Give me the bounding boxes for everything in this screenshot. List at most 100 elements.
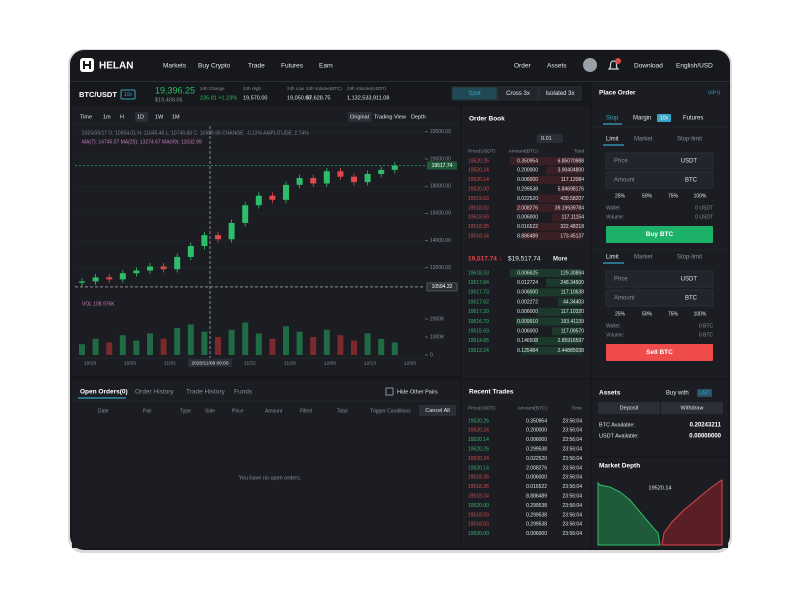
book-amount: 0.299538 bbox=[517, 187, 538, 193]
orders-tab[interactable]: Open Orders(0) bbox=[80, 389, 128, 396]
stat-value: 19,570.00 bbox=[243, 95, 267, 101]
percent[interactable]: 100% bbox=[694, 311, 707, 317]
volume-bar bbox=[269, 338, 276, 355]
percent[interactable]: 25% bbox=[615, 193, 626, 199]
trade-time: 23:56:04 bbox=[563, 428, 583, 434]
order-type[interactable]: Market bbox=[634, 255, 653, 261]
mode-label[interactable]: Spot bbox=[468, 91, 481, 97]
book-price: 19514.65 bbox=[468, 338, 489, 344]
nav-link[interactable]: Assets bbox=[547, 63, 567, 70]
nav-link[interactable]: Buy Crypto bbox=[198, 63, 231, 70]
nav-link[interactable]: Trade bbox=[248, 63, 265, 70]
asset-button[interactable] bbox=[661, 402, 723, 414]
orders-tab[interactable]: Order History bbox=[135, 389, 174, 396]
nav-link[interactable]: Earn bbox=[319, 63, 333, 70]
order-type[interactable]: Market bbox=[634, 137, 653, 143]
volume-bar bbox=[364, 333, 371, 355]
order-tab[interactable]: Margin bbox=[633, 116, 651, 122]
mode-button[interactable] bbox=[497, 86, 539, 101]
candle-body bbox=[187, 246, 194, 257]
stat-label: 24h Change bbox=[200, 86, 225, 91]
book-total: 6.85070988 bbox=[558, 158, 585, 164]
book-total: 5.84698176 bbox=[558, 187, 585, 193]
trade-amount: 0.016522 bbox=[526, 484, 547, 490]
vip: VIP 0 bbox=[708, 90, 720, 96]
book-amount: 0.009910 bbox=[517, 319, 538, 325]
step-select[interactable] bbox=[537, 134, 563, 143]
view[interactable]: Depth bbox=[411, 114, 426, 120]
volume-bar bbox=[228, 329, 235, 355]
submit-label[interactable]: Sell BTC bbox=[646, 349, 673, 356]
order-type[interactable]: Stop-limit bbox=[677, 255, 702, 261]
stat-value: 57,628.75 bbox=[306, 95, 330, 101]
depth-bar bbox=[537, 194, 582, 203]
mode-label[interactable]: Isolated 3x bbox=[545, 91, 574, 97]
cancel-all-label[interactable]: Cancel All bbox=[425, 408, 449, 414]
view[interactable]: Original bbox=[350, 114, 369, 120]
mode-label[interactable]: Cross 3x bbox=[506, 91, 530, 97]
interval[interactable]: 1D bbox=[137, 114, 144, 120]
percent[interactable]: 50% bbox=[642, 193, 653, 199]
amount-input[interactable] bbox=[605, 171, 714, 189]
stat-label: 24h Low bbox=[287, 86, 305, 91]
avatar[interactable] bbox=[583, 58, 597, 72]
book-amount: 0.146508 bbox=[517, 338, 538, 344]
mode-button[interactable] bbox=[538, 86, 582, 101]
nav-link[interactable]: English/USD bbox=[676, 63, 713, 70]
nav-link[interactable]: Download bbox=[634, 63, 663, 70]
view[interactable]: Trading View bbox=[374, 114, 406, 120]
column-header: Amount(BTC) bbox=[518, 405, 548, 411]
interval[interactable]: Time bbox=[80, 114, 92, 120]
bell-icon[interactable] bbox=[607, 60, 620, 70]
nav-link[interactable]: Futures bbox=[281, 63, 304, 70]
stat-label: 24h High bbox=[243, 86, 262, 91]
amount-input[interactable] bbox=[605, 289, 714, 307]
trade-price: 19518.34 bbox=[468, 494, 489, 500]
interval[interactable]: H bbox=[120, 114, 124, 120]
price-input[interactable] bbox=[605, 270, 714, 288]
orders-tab[interactable]: Funds bbox=[234, 389, 253, 396]
price-unit: USDT bbox=[681, 159, 698, 165]
depth-bar bbox=[534, 336, 582, 345]
column-header: Price(USDT) bbox=[468, 405, 496, 411]
trade-amount: 0.299538 bbox=[526, 522, 547, 528]
percent[interactable]: 75% bbox=[668, 311, 679, 317]
interval[interactable]: 1M bbox=[172, 114, 180, 120]
percent[interactable]: 75% bbox=[668, 193, 679, 199]
book-price: 19518.35 bbox=[468, 224, 489, 230]
nav-link[interactable]: Markets bbox=[163, 63, 187, 70]
asset-button-label[interactable]: Withdraw bbox=[681, 405, 704, 411]
order-tab[interactable]: Stop bbox=[606, 116, 619, 122]
interval[interactable]: 1m bbox=[103, 114, 111, 120]
interval[interactable]: 1W bbox=[155, 114, 164, 120]
nav-link[interactable]: Order bbox=[514, 63, 531, 70]
book-amount: 0.350954 bbox=[517, 158, 538, 164]
more-link[interactable]: More bbox=[553, 257, 568, 263]
checkbox[interactable] bbox=[385, 387, 394, 396]
book-total: 2.44885038 bbox=[558, 348, 585, 354]
book-amount: 8.886489 bbox=[517, 234, 538, 240]
asset-button[interactable] bbox=[598, 402, 660, 414]
step[interactable]: 0.01 bbox=[541, 136, 552, 142]
asset-button-label[interactable]: Deposit bbox=[620, 405, 639, 411]
book-amount: 0.006000 bbox=[517, 215, 538, 221]
leverage-badge bbox=[120, 89, 136, 100]
order-tab[interactable]: Futures bbox=[683, 116, 703, 122]
percent[interactable]: 25% bbox=[615, 311, 626, 317]
x-tick-label: 12/06 bbox=[324, 360, 336, 366]
price-input[interactable] bbox=[605, 152, 714, 170]
depth-bar bbox=[558, 298, 582, 307]
cancel-all-button[interactable] bbox=[419, 405, 456, 416]
order-type[interactable]: Limit bbox=[606, 137, 619, 143]
submit-button[interactable] bbox=[606, 344, 713, 361]
percent[interactable]: 100% bbox=[694, 193, 707, 199]
order-type[interactable]: Stop-limit bbox=[677, 137, 702, 143]
order-type[interactable]: Limit bbox=[606, 255, 619, 261]
trade-time: 23:56:04 bbox=[563, 456, 583, 462]
submit-button[interactable] bbox=[606, 226, 713, 243]
percent[interactable]: 50% bbox=[642, 311, 653, 317]
orders-tab[interactable]: Trade History bbox=[186, 389, 226, 396]
candle-body bbox=[174, 256, 181, 270]
mode-button[interactable] bbox=[451, 86, 498, 101]
submit-label[interactable]: Buy BTC bbox=[646, 231, 674, 238]
